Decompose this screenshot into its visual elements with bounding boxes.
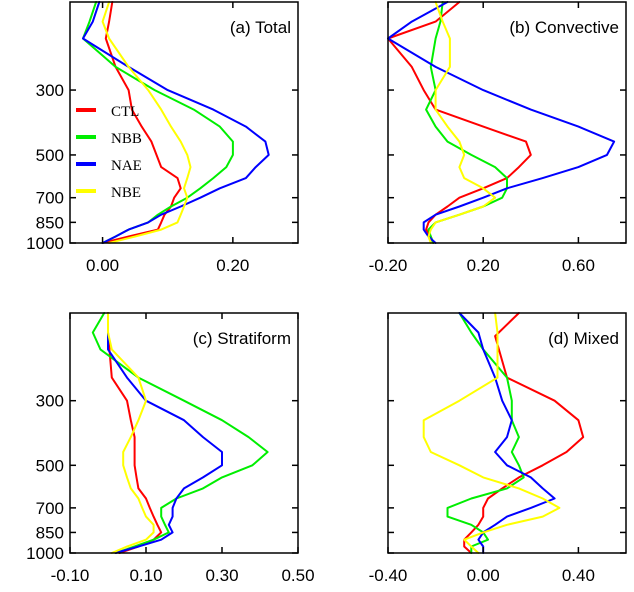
x-tick-label: 0.20 <box>216 256 249 275</box>
series-line-nbe <box>422 312 561 554</box>
y-tick-label: 1000 <box>26 544 64 563</box>
series-line-ctl <box>387 1 532 244</box>
series-line-nbb <box>91 312 269 554</box>
series-line-nae <box>387 1 616 244</box>
series-line-nbe <box>101 1 192 244</box>
series-line-ctl <box>463 312 585 554</box>
plot-frame <box>69 312 299 554</box>
series-line-ctl <box>107 312 163 554</box>
x-tick-label: 0.20 <box>467 256 500 275</box>
series-line-nbe <box>427 1 497 244</box>
x-tick-label: -0.20 <box>369 256 408 275</box>
y-tick-label: 500 <box>36 456 64 475</box>
y-tick-label: 850 <box>36 213 64 232</box>
series-line-nae <box>107 312 223 554</box>
series-line-nbb <box>425 1 508 244</box>
x-tick-label: -0.40 <box>369 566 408 585</box>
x-tick-label: 0.10 <box>129 566 162 585</box>
plot-frame <box>387 312 627 554</box>
y-tick-label: 300 <box>36 392 64 411</box>
series-line-ctl <box>101 1 182 244</box>
panel-title: (a) Total <box>230 18 291 37</box>
panel-2: -0.20 0.20 0.60 (b) Convective <box>369 1 627 275</box>
x-tick-label: 0.50 <box>281 566 314 585</box>
x-tick-label: 0.60 <box>562 256 595 275</box>
panel-4: -0.40 0.00 0.40 (d) Mixed <box>369 312 627 585</box>
plot-frame <box>69 1 299 244</box>
y-tick-label: 850 <box>36 523 64 542</box>
y-tick-label: 300 <box>36 81 64 100</box>
panel-title: (b) Convective <box>509 18 619 37</box>
legend-label-nbe: NBE <box>111 185 141 201</box>
x-tick-label: 0.00 <box>86 256 119 275</box>
plot-frame <box>387 1 627 244</box>
x-tick-label: -0.10 <box>51 566 90 585</box>
y-tick-label: 1000 <box>26 234 64 253</box>
y-tick-label: 500 <box>36 146 64 165</box>
series-line-nbe <box>107 312 155 554</box>
panel-3: 300 500 700 850 1000 -0.10 0.10 0.30 0.50 (c) Str… <box>26 312 315 585</box>
legend-label-nbb: NBB <box>111 131 142 147</box>
legend-label-nae: NAE <box>111 158 142 174</box>
series-line-nbb <box>446 312 525 554</box>
x-tick-label: 0.30 <box>205 566 238 585</box>
x-tick-label: 0.00 <box>467 566 500 585</box>
x-tick-label: 0.40 <box>562 566 595 585</box>
panel-title: (d) Mixed <box>548 329 619 348</box>
panel-1: 300 500 700 850 1000 0.00 0.20 (a) Total CTL NBB N… <box>26 1 299 275</box>
y-tick-label: 700 <box>36 189 64 208</box>
legend: CTL NBB NAE NBE <box>76 104 142 201</box>
y-tick-label: 700 <box>36 499 64 518</box>
series-line-nae <box>82 1 270 244</box>
panel-title: (c) Stratiform <box>193 329 291 348</box>
legend-label-ctl: CTL <box>111 104 139 120</box>
